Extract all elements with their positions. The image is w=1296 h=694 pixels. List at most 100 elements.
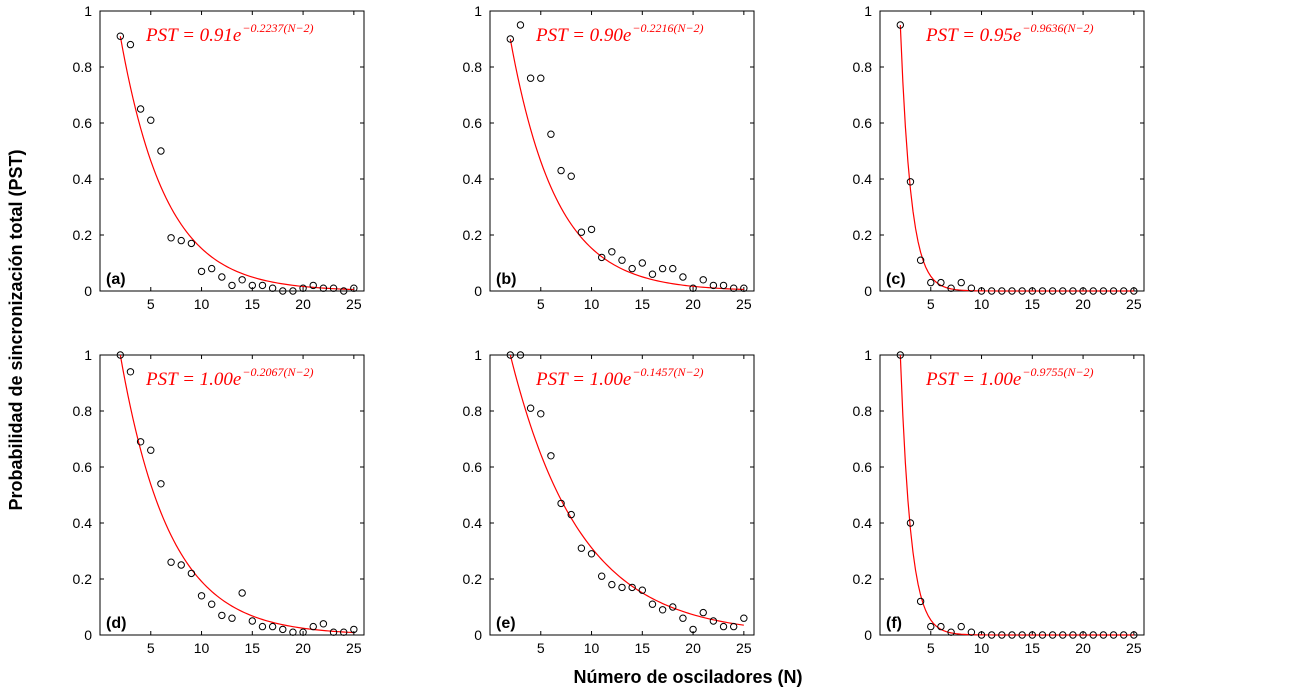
data-point [679, 273, 687, 281]
data-point [719, 622, 728, 631]
data-point [597, 572, 606, 580]
y-tick-label: 0.4 [73, 171, 93, 187]
panel-label: (d) [106, 615, 126, 632]
y-tick-label: 1 [474, 3, 482, 19]
data-point [1119, 287, 1128, 295]
data-point [1130, 631, 1138, 639]
data-point [238, 589, 246, 597]
data-point [998, 287, 1006, 295]
data-point [537, 74, 545, 82]
data-point [147, 446, 155, 454]
y-tick-label: 0.8 [73, 403, 93, 419]
x-tick-label: 5 [537, 296, 545, 312]
data-point [608, 248, 616, 256]
data-point [177, 561, 185, 569]
fit-curve [119, 36, 354, 291]
fit-equation: PST = 1.00e [925, 369, 1021, 390]
y-tick-label: 0 [864, 627, 872, 643]
data-point [557, 499, 565, 508]
data-point [1099, 287, 1108, 295]
data-point [1018, 287, 1026, 295]
data-point [197, 267, 206, 276]
data-point [927, 278, 935, 287]
y-tick-label: 0.6 [463, 459, 483, 475]
axes-box [489, 10, 755, 292]
fit-equation-exponent: −0.9636(N−2) [1022, 21, 1093, 35]
data-point [547, 452, 555, 460]
data-point [669, 603, 677, 611]
data-point [947, 628, 955, 636]
data-point [526, 74, 535, 82]
data-point [957, 278, 965, 287]
x-tick-label: 25 [346, 296, 362, 312]
data-point [228, 281, 236, 290]
y-tick-label: 0.2 [463, 227, 483, 243]
data-point [526, 404, 535, 412]
data-point [916, 256, 925, 264]
data-point [567, 510, 575, 519]
panel-5: 00.20.40.60.815 10 15 20 25(f)PST = 1.00e −0.… [853, 347, 1145, 656]
panel-label: (f) [886, 615, 902, 632]
data-point [187, 239, 196, 248]
data-point [506, 35, 515, 43]
x-tick-label: 15 [635, 296, 651, 312]
data-point [587, 550, 596, 558]
x-tick-label: 5 [537, 640, 545, 656]
data-point [126, 40, 135, 49]
data-point [896, 21, 905, 29]
data-point [187, 569, 196, 578]
data-point [116, 32, 125, 40]
panel-label: (a) [106, 271, 126, 288]
data-point [207, 600, 216, 608]
data-point [1089, 631, 1097, 639]
x-tick-label: 5 [927, 640, 935, 656]
y-tick-label: 0.4 [853, 171, 873, 187]
x-tick-label: 20 [1075, 296, 1091, 312]
data-point [516, 21, 525, 29]
data-point [547, 130, 555, 138]
y-tick-label: 0 [864, 283, 872, 299]
data-point [648, 270, 657, 278]
x-tick-label: 20 [295, 640, 311, 656]
data-point [1048, 287, 1057, 295]
data-point [1079, 631, 1087, 639]
data-point [319, 284, 328, 292]
x-tick-label: 20 [685, 640, 701, 656]
data-point [937, 622, 945, 631]
data-point [937, 278, 945, 287]
y-tick-label: 0.2 [73, 227, 93, 243]
panel-3: 00.20.40.60.815 10 15 20 25(d)PST = 1.00e −0.… [73, 347, 365, 656]
data-point [628, 583, 636, 592]
y-tick-label: 1 [84, 347, 92, 363]
data-point [1059, 631, 1067, 639]
x-tick-label: 10 [974, 296, 990, 312]
data-point [967, 284, 976, 292]
data-point [248, 281, 257, 290]
y-axis-title: Probabilidad de sincronización total (PS… [6, 149, 26, 510]
axes-box [489, 354, 755, 636]
data-point [197, 592, 206, 600]
data-point [987, 287, 996, 295]
data-point [557, 166, 565, 175]
x-axis-title: Número de osciladores (N) [573, 667, 802, 687]
axes-box [99, 354, 365, 636]
panel-label: (c) [886, 271, 906, 288]
data-point [218, 611, 226, 620]
x-tick-label: 5 [147, 296, 155, 312]
y-tick-label: 0.4 [463, 515, 483, 531]
data-point [719, 281, 728, 290]
y-tick-label: 0.2 [73, 571, 93, 587]
data-point [350, 625, 358, 634]
x-tick-label: 15 [245, 296, 261, 312]
data-point [329, 628, 338, 636]
x-tick-label: 15 [245, 640, 261, 656]
fit-equation: PST = 0.95e [925, 25, 1021, 46]
x-tick-label: 10 [974, 640, 990, 656]
data-point [1008, 631, 1016, 639]
data-point [740, 614, 748, 622]
data-point [329, 284, 338, 292]
data-point [896, 351, 905, 359]
y-tick-label: 0.6 [853, 459, 873, 475]
data-point [927, 622, 935, 631]
y-tick-label: 0.8 [853, 59, 873, 75]
